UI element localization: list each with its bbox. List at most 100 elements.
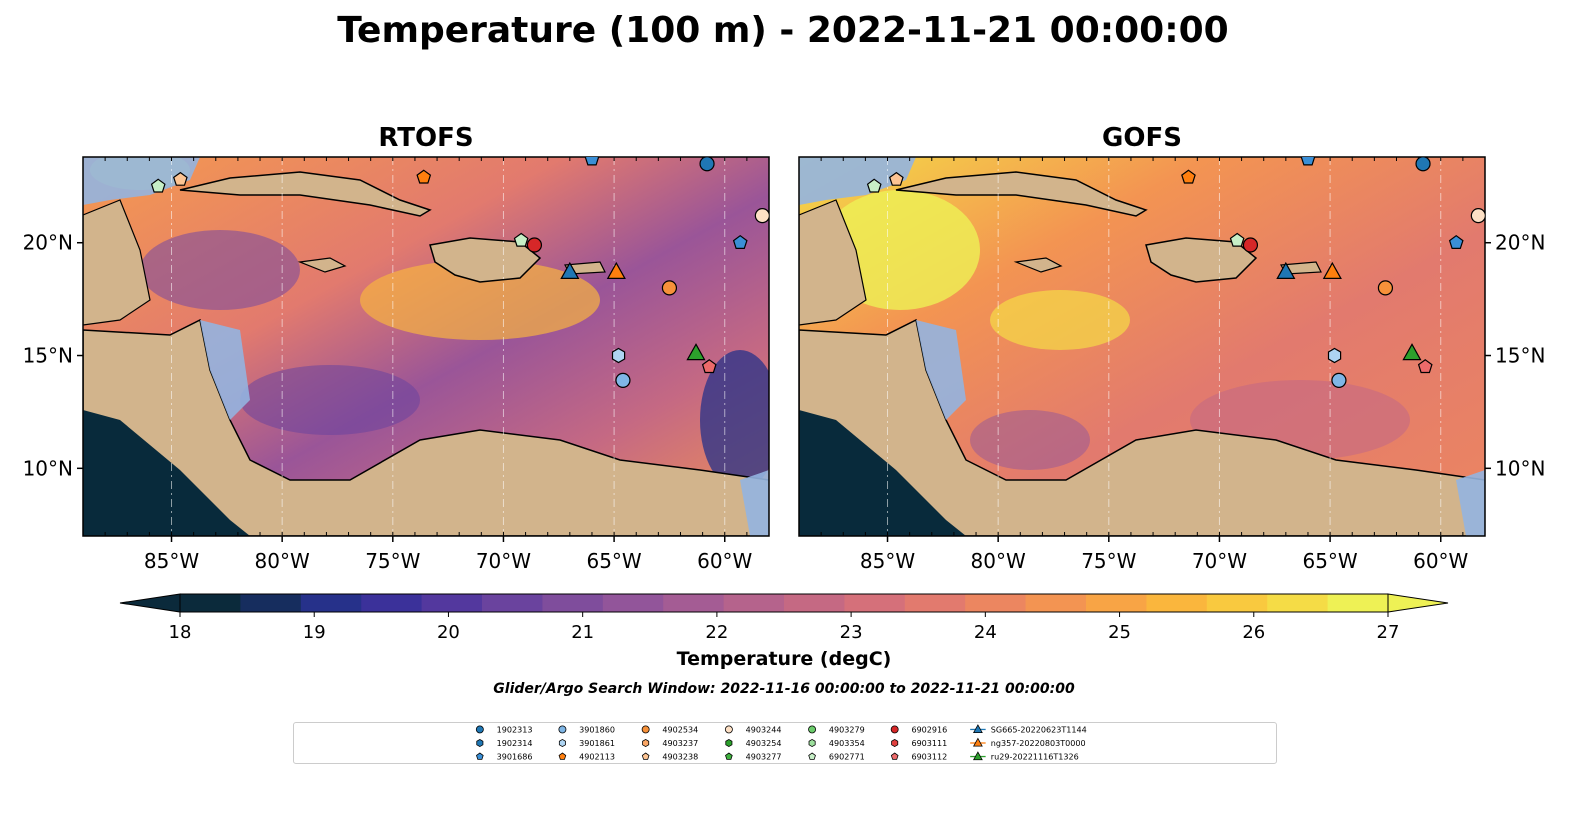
- legend-label: 4903354: [829, 739, 865, 748]
- cuba-land: [179, 171, 432, 217]
- legend-marker-6902771: [808, 752, 816, 760]
- x-tick-label: 70°W: [476, 549, 531, 573]
- marker-4903244: [754, 208, 769, 224]
- warm-eddy: [360, 260, 600, 340]
- colorbar-segment: [1206, 594, 1268, 612]
- colorbar-segment: [361, 594, 423, 612]
- colorbar-segment: [663, 594, 725, 612]
- marker-6903112: [1417, 359, 1433, 374]
- marker-3901861: [1327, 347, 1342, 364]
- markers-rtofs: [150, 157, 769, 388]
- colorbar-segment: [542, 594, 604, 612]
- marker-1902313: [1415, 157, 1431, 172]
- y-tick-label: 10°N: [23, 456, 73, 480]
- legend-label: 6902916: [911, 725, 947, 734]
- y-tick-label: 10°N: [1495, 456, 1545, 480]
- plot-frame: [82, 156, 770, 537]
- figure-title: Temperature (100 m) - 2022-11-21 00:00:0…: [337, 10, 1228, 51]
- colorbar-segment: [180, 594, 241, 612]
- panel-title-gofs: GOFS: [1102, 123, 1182, 153]
- marker-ng357-20220803T0000: [1322, 261, 1342, 279]
- legend-marker-4902534: [641, 725, 650, 734]
- y-tick-label: 15°N: [1495, 344, 1545, 368]
- legend-marker-4903279: [808, 725, 817, 734]
- legend-marker-4903238: [641, 752, 650, 760]
- legend-entries: 1902313 1902314 3901686 3901860 3901861 49021…: [475, 724, 1087, 761]
- colorbar-segment: [300, 594, 362, 612]
- legend-label: SG665-20220623T1144: [991, 725, 1087, 734]
- pacific-ocean: [799, 410, 966, 536]
- colorbar-segment: [965, 594, 1027, 612]
- colorbar-extend-low: [119, 593, 181, 613]
- y-tick-label: 20°N: [1495, 231, 1545, 255]
- legend-label: 4902113: [579, 752, 615, 761]
- marker-6902771: [1229, 232, 1245, 247]
- colorbar-segment: [844, 594, 906, 612]
- legend-marker-4903254: [725, 739, 733, 747]
- search-window-note: Glider/Argo Search Window: 2022-11-16 00…: [493, 681, 1075, 697]
- marker-3901686: [1300, 157, 1316, 166]
- legend-label: 1902314: [497, 739, 533, 748]
- legend-label: 3901861: [579, 739, 615, 748]
- marker-6902771: [150, 178, 166, 193]
- legend-marker-4902113: [558, 752, 567, 760]
- marker-4902113: [416, 169, 432, 184]
- legend-label: ru29-20221116T1326: [991, 752, 1079, 761]
- marker-3901860: [615, 372, 631, 388]
- marker-SG665-20220623T1144: [560, 261, 580, 279]
- marker-ru29-20221116T1326: [686, 343, 706, 361]
- colorbar-segment: [1146, 594, 1208, 612]
- legend-marker-4903354: [808, 739, 816, 747]
- cool-patch: [240, 365, 420, 435]
- colorbar: 18 19 20 21 22 23 24 25 26 27: [119, 593, 1449, 643]
- shelf-water: [916, 320, 966, 420]
- colorbar-segment: [240, 594, 302, 612]
- x-tick-label: 75°W: [1081, 549, 1136, 573]
- plot-frame: [798, 156, 1486, 537]
- colorbar-label: Temperature (degC): [677, 648, 892, 670]
- panel-rtofs: RTOFS 85°W 80°W 75°W 70°W 65°W 60°W 10°N 15°N 20…: [23, 123, 770, 573]
- colorbar-tick-label: 24: [974, 622, 997, 643]
- legend-marker-6903112: [890, 752, 899, 760]
- colorbar-segment: [421, 594, 483, 612]
- colorbar-tick-label: 21: [571, 622, 594, 643]
- legend-label: 4902534: [662, 725, 698, 734]
- colorbar-segment: [602, 594, 664, 612]
- legend-label: 3901686: [497, 752, 533, 761]
- marker-6902771: [513, 232, 529, 247]
- markers-gofs: [866, 157, 1485, 388]
- legend-marker-1902314: [476, 739, 484, 747]
- colorbar-tick-label: 25: [1108, 622, 1131, 643]
- legend-label: 6903112: [911, 752, 947, 761]
- y-tick-label: 20°N: [23, 231, 73, 255]
- cuba-land: [895, 171, 1148, 217]
- x-tick-label: 75°W: [365, 549, 420, 573]
- colorbar-segment: [1025, 594, 1087, 612]
- legend-marker-ng357-20220803T0000: [972, 737, 983, 747]
- legend-label: ng357-20220803T0000: [991, 739, 1086, 748]
- marker-4902534: [661, 280, 678, 296]
- colorbar-border: [180, 593, 1388, 613]
- shelf-water: [740, 470, 769, 536]
- colorbar-tick-label: 22: [705, 622, 728, 643]
- hispaniola-land: [429, 237, 542, 283]
- x-tick-label: 70°W: [1192, 549, 1247, 573]
- legend-label: 4903244: [746, 725, 782, 734]
- panel-gofs: GOFS 85°W 80°W 75°W 70°W 65°W 60°W 10°N 15°N 20°…: [798, 123, 1545, 573]
- colorbar-segment: [784, 594, 845, 612]
- marker-3901686: [584, 157, 600, 166]
- x-tick-label: 85°W: [144, 549, 199, 573]
- colorbar-tick-label: 20: [437, 622, 460, 643]
- jamaica-land: [297, 257, 347, 273]
- colorbar-segment: [904, 594, 966, 612]
- cool-patch: [700, 350, 769, 490]
- legend-marker-ru29-20221116T1326: [972, 751, 983, 761]
- x-tick-label: 80°W: [255, 549, 310, 573]
- shelf-water: [799, 157, 916, 205]
- x-tick-label: 65°W: [1302, 549, 1357, 573]
- shelf-water: [200, 320, 250, 420]
- marker-3901861: [611, 347, 626, 364]
- colorbar-tick-label: 26: [1242, 622, 1265, 643]
- legend-marker-3901686: [476, 752, 484, 760]
- colorbar-extend-high: [1387, 593, 1449, 613]
